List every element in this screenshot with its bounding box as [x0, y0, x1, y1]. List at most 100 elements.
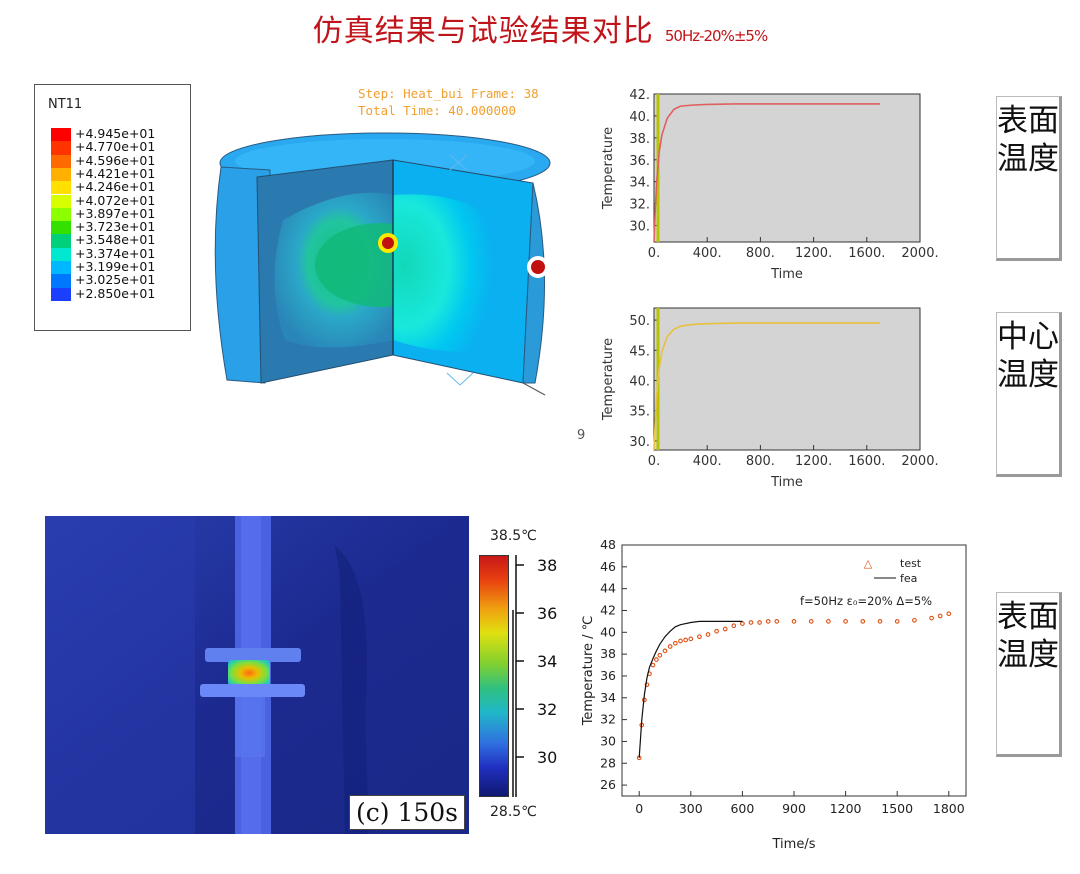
sim-cylinder-cutaway — [214, 132, 551, 396]
test-point — [860, 619, 866, 624]
test-point — [705, 632, 711, 637]
thermal-scale-max: 38.5℃ — [490, 528, 537, 544]
test-point — [697, 634, 702, 640]
x-tick-label: 0 — [635, 801, 643, 816]
cbar-tick-label: 36 — [537, 604, 557, 623]
y-tick-label: 28 — [600, 755, 616, 770]
chart-annotation: f=50Hz ε₀=20% Δ=5% — [800, 594, 932, 608]
legend-value: +4.421e+01 — [75, 165, 156, 181]
test-point — [748, 620, 754, 625]
y-tick-label: 36. — [629, 154, 650, 169]
x-tick-label: 800. — [746, 454, 775, 469]
y-axis-label: Temperature — [601, 127, 616, 210]
title-main: 仿真结果与试验结果对比 — [312, 14, 654, 49]
y-tick-label: 32 — [600, 712, 616, 727]
test-point — [731, 623, 737, 629]
page-title: 仿真结果与试验结果对比 50Hz-20%±5% — [0, 6, 1080, 50]
legend-swatch — [51, 261, 71, 275]
legend-swatch — [51, 128, 71, 142]
test-point — [894, 619, 900, 624]
legend-value: +3.374e+01 — [75, 245, 156, 261]
y-tick-label: 38 — [600, 646, 616, 661]
x-tick-label: 800. — [746, 246, 775, 261]
x-tick-label: 900 — [782, 801, 806, 816]
label-center-temperature: 中心温度 — [996, 312, 1062, 477]
x-tick-label: 2000. — [901, 454, 938, 469]
y-tick-label: 30. — [629, 220, 650, 235]
legend-swatch — [51, 234, 71, 248]
y-tick-label: 45. — [629, 344, 650, 359]
test-point — [657, 652, 663, 658]
legend-value: +3.897e+01 — [75, 205, 156, 221]
legend-value: +2.850e+01 — [75, 285, 156, 301]
test-point — [774, 619, 780, 624]
y-tick-label: 42. — [629, 88, 650, 103]
legend-swatch — [51, 207, 71, 222]
y-tick-label: 26 — [600, 777, 616, 792]
test-vs-fea-chart: 0 300 600 900 1200 1500 1800 26 28 30 32 34 36 38 40 42… — [581, 537, 967, 852]
y-tick-label: 34. — [629, 176, 650, 191]
fea-line — [638, 620, 743, 758]
thermal-scene — [45, 516, 469, 834]
test-point — [714, 628, 719, 634]
y-tick-label: 40. — [629, 110, 650, 125]
test-point — [683, 637, 688, 643]
sim-step-text: Step: Heat_bui Frame: 38 — [358, 86, 539, 101]
test-point — [791, 619, 797, 624]
thermal-scale-axis: 38 36 34 32 30 — [512, 555, 557, 797]
test-point — [654, 657, 659, 662]
title-sub: 50Hz-20%±5% — [664, 27, 768, 45]
x-tick-label: 600 — [730, 801, 754, 816]
thermal-image: (c) 150s — [45, 516, 469, 834]
legend-variable: NT11 — [48, 97, 83, 112]
sim-total-time-text: Total Time: 40.000000 — [358, 103, 517, 118]
test-point — [765, 619, 771, 624]
test-point — [662, 648, 668, 654]
legend-swatch — [51, 274, 71, 288]
legend-test-marker: △ — [864, 557, 873, 570]
x-tick-label: 300 — [679, 801, 703, 816]
y-tick-label: 40 — [600, 624, 616, 639]
test-point — [688, 636, 694, 642]
y-tick-label: 50. — [629, 314, 650, 329]
legend-swatch — [51, 247, 71, 261]
y-tick-label: 40. — [629, 375, 650, 390]
x-tick-label: 0. — [648, 454, 660, 469]
legend-value: +3.025e+01 — [75, 272, 156, 288]
test-point — [808, 619, 814, 624]
legend-swatch — [51, 194, 71, 208]
test-point — [650, 662, 656, 668]
x-tick-label: 1600. — [848, 246, 885, 261]
legend-swatch — [51, 287, 71, 301]
test-point — [826, 619, 831, 624]
y-tick-label: 42 — [600, 602, 616, 617]
y-tick-label: 35. — [629, 405, 650, 420]
legend-swatch — [51, 154, 71, 168]
cbar-tick-label: 30 — [537, 748, 557, 767]
x-tick-label: 1500 — [881, 801, 913, 816]
legend-swatch — [51, 167, 71, 182]
test-point — [722, 626, 728, 632]
x-tick-label: 1200 — [830, 801, 862, 816]
test-point — [678, 638, 683, 644]
legend-value: +3.548e+01 — [75, 232, 156, 248]
legend-value: +3.199e+01 — [75, 259, 156, 274]
x-axis-label: Time/s — [772, 837, 816, 852]
y-tick-label: 48 — [600, 537, 616, 552]
legend-test-label: test — [900, 557, 922, 570]
y-tick-label: 34 — [600, 690, 616, 705]
legend-swatch — [51, 221, 71, 235]
test-point — [843, 619, 848, 624]
test-point — [672, 640, 678, 646]
x-tick-label: 2000. — [901, 246, 938, 261]
legend-fea-label: fea — [900, 572, 917, 585]
center-temp-sim-chart: 0. 400. 800. 1200. 1600. 2000. 30. 35. 40. 45. 50.… — [601, 307, 939, 490]
legend-value: +4.945e+01 — [75, 126, 156, 141]
thermal-colorbar — [479, 555, 509, 797]
legend-swatch — [51, 181, 71, 195]
legend-value: +4.246e+01 — [75, 179, 156, 195]
y-tick-label: 38. — [629, 132, 650, 147]
x-tick-label: 1200. — [795, 454, 832, 469]
test-point — [740, 621, 745, 626]
series-line — [653, 103, 881, 243]
